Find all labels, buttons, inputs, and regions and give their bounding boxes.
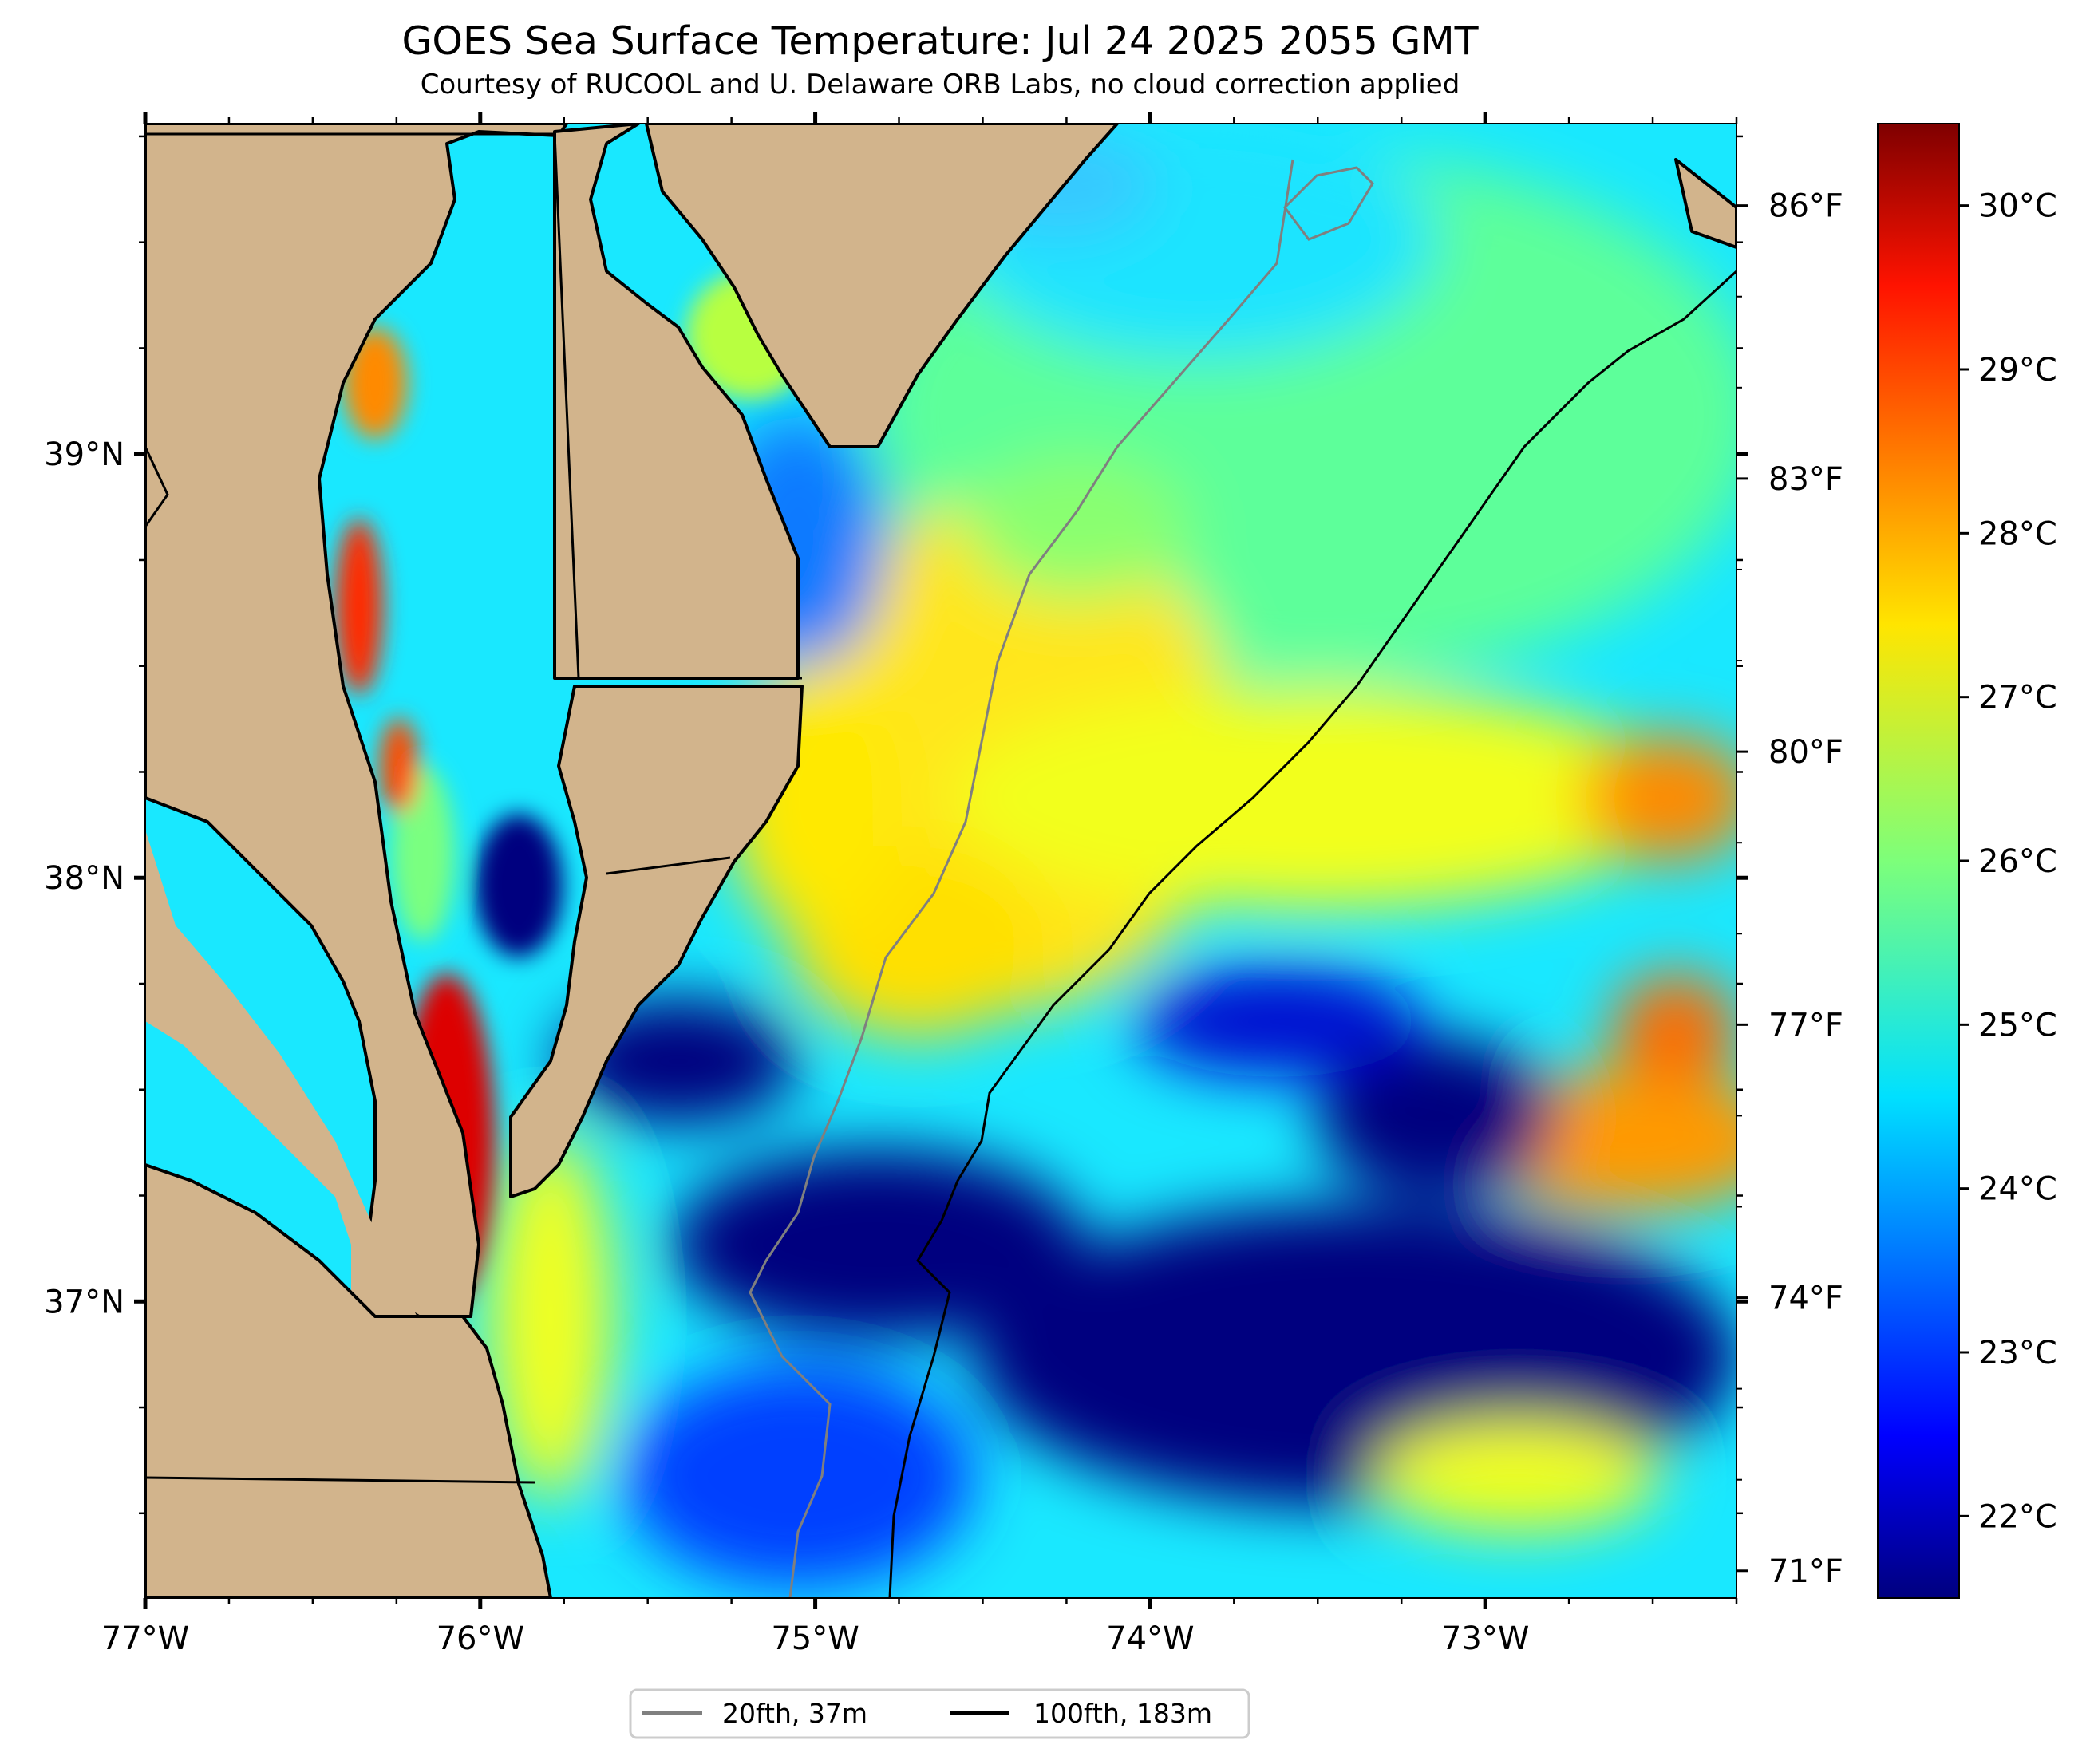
sst-map [145, 124, 1736, 1598]
lat-tick-label: 39°N [44, 436, 124, 473]
legend-label-20fth: 20fth, 37m [722, 1698, 867, 1729]
colorbar-celsius-label: 29°C [1978, 352, 2057, 389]
colorbar-fahrenheit-label: 74°F [1768, 1281, 1843, 1317]
colorbar-celsius-label: 30°C [1978, 188, 2057, 225]
colorbar-celsius-label: 26°C [1978, 843, 2057, 880]
lon-tick-label: 74°W [1106, 1620, 1194, 1657]
colorbar-celsius-label: 24°C [1978, 1171, 2057, 1208]
lon-tick-label: 76°W [437, 1620, 524, 1657]
map-frame [144, 123, 1737, 1599]
land [145, 124, 1736, 1598]
lon-tick-label: 75°W [771, 1620, 859, 1657]
colorbar-fahrenheit-label: 71°F [1768, 1553, 1843, 1590]
colorbar-celsius-label: 22°C [1978, 1498, 2057, 1535]
colorbar-fahrenheit-label: 77°F [1768, 1007, 1843, 1044]
sst-field [487, 124, 1736, 1588]
lat-tick-label: 37°N [44, 1284, 124, 1320]
map-title: GOES Sea Surface Temperature: Jul 24 202… [401, 18, 1479, 64]
lon-tick-label: 77°W [101, 1620, 189, 1657]
state-borders [145, 132, 802, 1484]
colorbar [1877, 123, 1960, 1599]
legend-box [629, 1688, 1250, 1739]
longitude-axis: 77°W 76°W 75°W 74°W 73°W [101, 112, 1738, 1657]
colorbar-fahrenheit-label: 83°F [1768, 461, 1843, 498]
colorbar-fahrenheit-label: 80°F [1768, 734, 1843, 771]
colorbar-fahrenheit-label: 86°F [1768, 188, 1843, 225]
lon-tick-label: 73°W [1441, 1620, 1529, 1657]
lat-tick-label: 38°N [44, 860, 124, 897]
colorbar-celsius-label: 28°C [1978, 515, 2057, 552]
latitude-axis: 39°N 38°N 37°N [44, 135, 1748, 1515]
map-subtitle: Courtesy of RUCOOL and U. Delaware ORB L… [421, 69, 1460, 101]
colorbar-celsius-label: 27°C [1978, 680, 2057, 716]
colorbar-celsius-label: 25°C [1978, 1007, 2057, 1044]
legend: 20fth, 37m 100fth, 183m [629, 1688, 1250, 1739]
bathymetry-contours [749, 159, 1736, 1598]
legend-label-100fth: 100fth, 183m [1033, 1698, 1212, 1729]
colorbar-celsius-axis: 22°C 23°C 24°C 25°C 26°C 27°C 28°C 29°C 30°C [1959, 188, 2057, 1535]
colorbar-celsius-label: 23°C [1978, 1335, 2057, 1371]
colorbar-fahrenheit-axis: 71°F 74°F 77°F 80°F 83°F 86°F [1736, 188, 1843, 1590]
